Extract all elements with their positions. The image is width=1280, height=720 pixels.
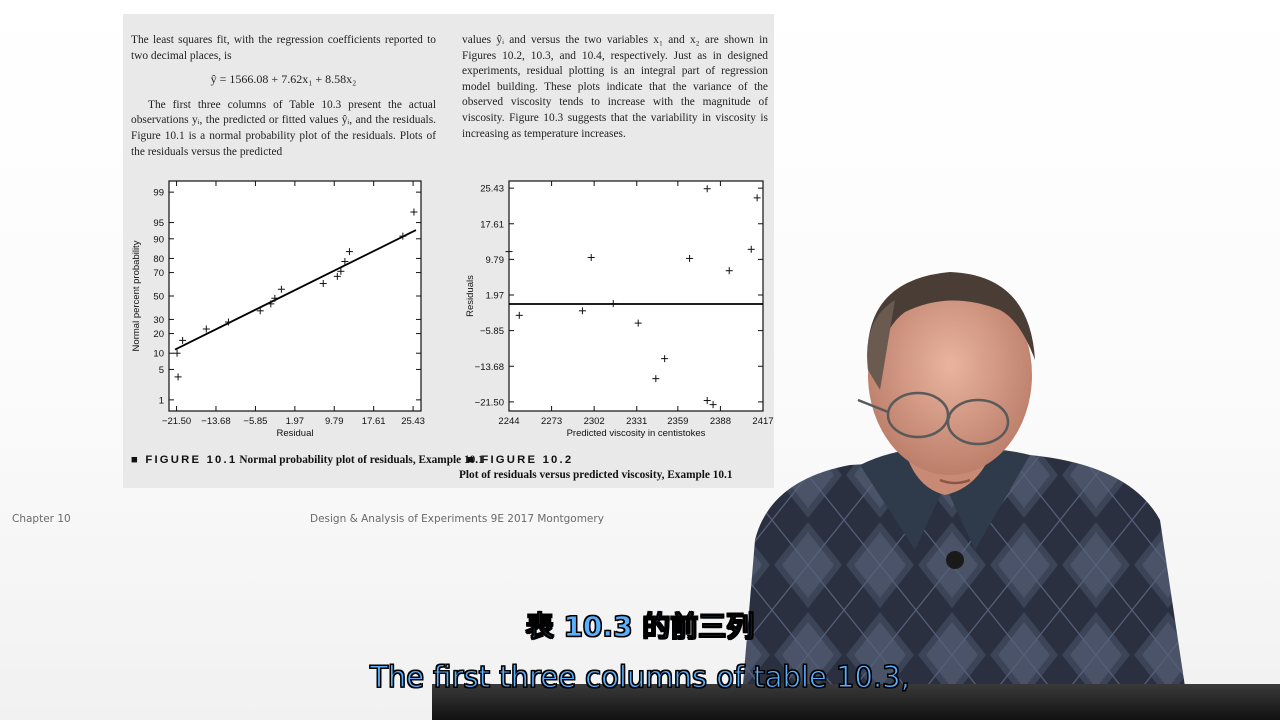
fig1-x-tick-label: 1.97 — [286, 416, 305, 427]
fig2-y-tick-label: 1.97 — [486, 290, 505, 301]
fig1-data-point — [399, 232, 407, 240]
fig2-x-tick-label: 2331 — [626, 416, 647, 427]
figure-10-2-label: ■ FIGURE 10.2 — [467, 454, 574, 466]
fig1-data-point — [179, 336, 187, 344]
fig1-data-point — [341, 258, 349, 266]
fig1-y-tick-label: 30 — [153, 315, 164, 326]
left-paragraph-2: The first three columns of Table 10.3 pr… — [131, 98, 436, 158]
fig2-x-tick-label: 2244 — [498, 416, 519, 427]
fig1-y-axis-label: Normal percent probability — [131, 240, 142, 351]
slide-page: The least squares fit, with the regressi… — [123, 14, 774, 488]
fig1-y-tick-label: 1 — [159, 395, 164, 406]
fig1-fit-line — [174, 229, 417, 351]
fig1-data-point — [410, 208, 418, 216]
regression-equation: ŷ = 1566.08 + 7.62x₁ + 8.58x₂ — [210, 72, 357, 87]
figure-10-2-caption: ■ FIGURE 10.2 Plot of residuals versus pr… — [459, 453, 774, 483]
monitor-edge — [432, 684, 1280, 720]
fig1-y-tick-label: 5 — [159, 365, 164, 376]
fig1-data-point — [224, 318, 232, 326]
footer-chapter: Chapter 10 — [12, 513, 71, 525]
fig2-data-point — [709, 401, 717, 409]
fig1-plot-area — [168, 180, 422, 412]
fig2-data-point — [515, 311, 523, 319]
fig2-x-tick-label: 2388 — [710, 416, 731, 427]
figure-10-1-label: ■ FIGURE 10.1 — [131, 454, 238, 466]
fig2-x-tick-label: 2302 — [584, 416, 605, 427]
figure-10-2-caption-text: Plot of residuals versus predicted visco… — [459, 469, 733, 481]
fig2-x-tick-label: 2359 — [667, 416, 688, 427]
fig1-x-tick-label: −5.85 — [243, 416, 267, 427]
fig1-y-tick-label: 10 — [153, 349, 164, 360]
right-column-text: values ŷᵢ and versus the two variables x… — [462, 33, 768, 142]
fig1-x-axis-label: Residual — [277, 428, 314, 439]
fig2-data-point — [578, 307, 586, 315]
fig1-y-tick-label: 95 — [153, 218, 164, 229]
fig2-data-point — [609, 300, 617, 308]
fig2-y-tick-label: −5.85 — [480, 326, 504, 337]
fig1-x-tick-label: 9.79 — [325, 416, 344, 427]
left-column-text: The least squares fit, with the regressi… — [131, 33, 436, 160]
fig1-x-tick-label: 17.61 — [362, 416, 386, 427]
fig1-x-tick-label: 25.43 — [401, 416, 425, 427]
fig2-data-point — [587, 254, 595, 262]
fig2-data-point — [652, 375, 660, 383]
fig2-data-point — [661, 355, 669, 363]
figure-10-1-caption: ■ FIGURE 10.1 Normal probability plot of … — [131, 453, 529, 468]
fig1-data-point — [202, 325, 210, 333]
fig1-y-tick-label: 90 — [153, 234, 164, 245]
fig1-data-point — [277, 285, 285, 293]
fig2-data-point — [686, 254, 694, 262]
fig1-data-point — [174, 373, 182, 381]
fig1-x-tick-label: −21.50 — [162, 416, 191, 427]
figure-10-1-caption-text: Normal probability plot of residuals, Ex… — [239, 454, 484, 466]
fig1-data-point — [173, 349, 181, 357]
fig2-data-point — [634, 319, 642, 327]
presenter-video — [740, 272, 1190, 720]
subtitle-chinese: 表 10.3 的前三列 — [525, 610, 755, 644]
sweater-shape — [740, 455, 1190, 720]
fig2-data-point — [753, 194, 761, 202]
fig1-y-tick-label: 20 — [153, 329, 164, 340]
fig1-data-point — [345, 248, 353, 256]
fig2-plot-area — [508, 180, 764, 412]
fig1-data-point — [267, 300, 275, 308]
footer-book-title: Design & Analysis of Experiments 9E 2017… — [310, 513, 604, 525]
presenter-face — [868, 275, 1032, 475]
fig1-data-point — [319, 280, 327, 288]
fig2-data-point — [505, 248, 513, 256]
fig1-data-point — [337, 267, 345, 275]
right-paragraph-1: values ŷᵢ and versus the two variables x… — [462, 34, 768, 140]
fig2-y-tick-label: 17.61 — [480, 219, 504, 230]
figure-10-2-chart: 25.43 17.61 9.79 1.97 −5.85 −13.68 −21.50 2244 2… — [465, 180, 774, 439]
fig1-data-point — [333, 272, 341, 280]
fig1-y-tick-label: 50 — [153, 292, 164, 303]
fig2-y-tick-label: −21.50 — [475, 397, 504, 408]
fig2-data-point — [747, 245, 755, 253]
fig2-x-axis-label: Predicted viscosity in centistokes — [567, 428, 706, 439]
fig2-data-point — [703, 397, 711, 405]
fig1-x-tick-label: −13.68 — [201, 416, 230, 427]
figure-10-1-chart: 1 5 10 20 30 50 70 80 90 95 99 −21.50 −13.68 −5.85 1.9… — [131, 180, 425, 439]
fig2-x-tick-label: 2273 — [541, 416, 562, 427]
fig1-data-point — [271, 294, 279, 302]
fig2-x-tick-label: 2417 — [752, 416, 773, 427]
fig1-data-point — [256, 307, 264, 315]
fig2-data-point — [725, 267, 733, 275]
fig2-y-axis-label: Residuals — [465, 275, 476, 317]
subtitle-english: The first three columns of table 10.3, — [370, 660, 911, 695]
fig1-y-tick-label: 80 — [153, 254, 164, 265]
fig1-y-tick-label: 70 — [153, 268, 164, 279]
left-paragraph-1: The least squares fit, with the regressi… — [131, 34, 436, 62]
fig2-y-tick-label: 9.79 — [486, 255, 505, 266]
fig1-y-tick-label: 99 — [153, 188, 164, 199]
fig2-y-tick-label: 25.43 — [480, 184, 504, 195]
fig2-data-point — [703, 185, 711, 193]
fig2-y-tick-label: −13.68 — [475, 362, 504, 373]
